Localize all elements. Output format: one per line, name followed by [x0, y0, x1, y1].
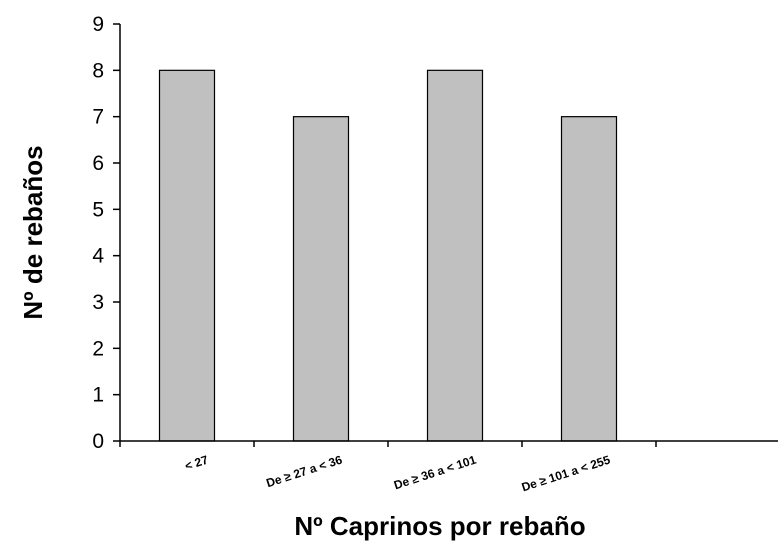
bar [426, 69, 484, 442]
x-axis-title: Nº Caprinos por rebaño [294, 511, 585, 541]
y-tick-label: 8 [92, 59, 104, 82]
y-tick-label: 6 [92, 152, 104, 175]
x-tick-label: De ≥ 36 a < 101 [392, 452, 478, 492]
y-tick-label: 7 [92, 106, 104, 129]
y-tick-label: 5 [92, 198, 104, 221]
x-tick-label: De ≥ 27 a < 36 [264, 452, 344, 490]
x-axis-ticks: < 27 De ≥ 27 a < 36 De ≥ 36 a < 101 De ≥ 10… [119, 441, 657, 494]
bar [158, 69, 216, 442]
y-tick-label: 9 [92, 13, 104, 36]
y-tick-label: 4 [92, 245, 104, 268]
y-tick-label: 2 [92, 337, 104, 360]
y-tick-label: 0 [92, 430, 104, 453]
x-tick-label: De ≥ 101 a < 255 [520, 452, 612, 494]
y-tick-label: 1 [92, 384, 104, 407]
x-tick-label: < 27 [183, 452, 210, 473]
y-tick-label: 3 [92, 291, 104, 314]
y-axis-ticks: 0 1 2 3 4 5 6 7 8 9 [92, 13, 120, 453]
y-axis-title: Nº de rebaños [18, 145, 48, 319]
bars [158, 69, 618, 442]
bar [292, 116, 350, 442]
bar [560, 116, 618, 442]
